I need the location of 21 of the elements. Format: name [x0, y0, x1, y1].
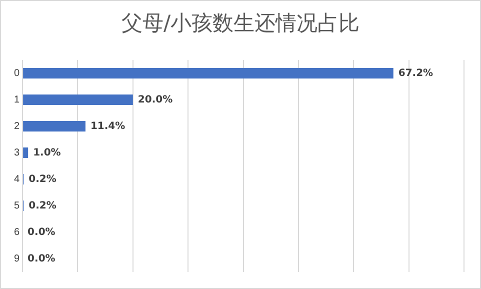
y-tick-label: 9: [14, 254, 20, 264]
data-label: 0.2%: [28, 174, 56, 185]
data-label: 11.4%: [90, 120, 126, 132]
y-tick-label: 4: [14, 174, 20, 185]
y-tick-label: 2: [14, 121, 20, 132]
chart-title: 父母/小孩数生还情况占比: [120, 10, 361, 37]
data-label: 67.2%: [398, 68, 434, 79]
data-label: 20.0%: [138, 94, 173, 106]
y-tick-label: 0: [14, 68, 20, 79]
bar: [23, 120, 86, 132]
data-label: 0.0%: [28, 226, 56, 238]
y-tick-label: 3: [14, 148, 20, 158]
y-tick-label: 5: [14, 200, 20, 212]
bar: [23, 147, 28, 158]
bar: [23, 94, 133, 106]
y-tick-label: 1: [14, 94, 20, 106]
bar: [23, 68, 394, 79]
y-tick-label: 6: [14, 227, 20, 238]
data-label: 0.0%: [28, 253, 56, 264]
data-label: 1.0%: [33, 147, 61, 158]
data-label: 0.2%: [28, 200, 56, 212]
